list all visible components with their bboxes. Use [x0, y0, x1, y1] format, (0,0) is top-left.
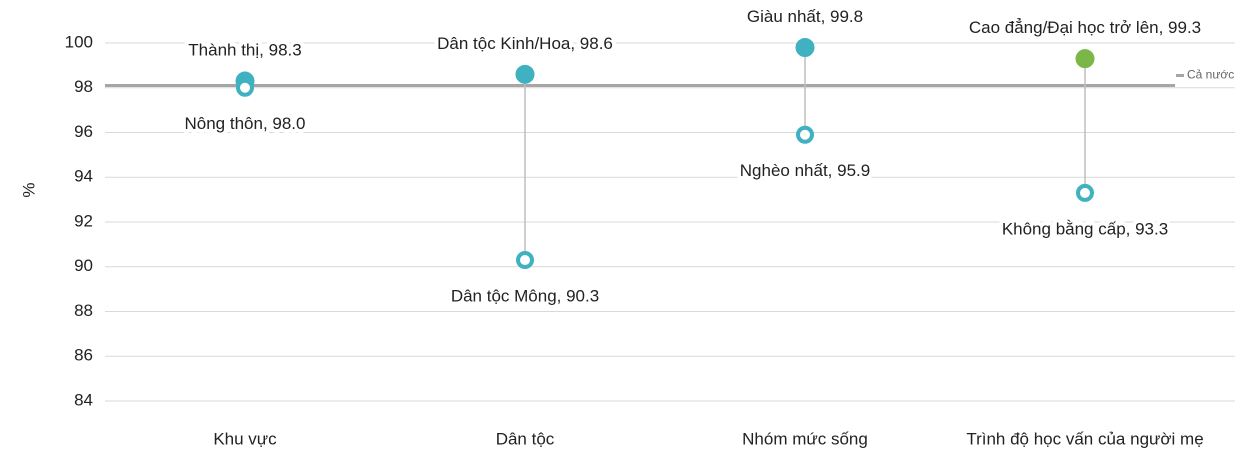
y-tick-label: 84	[74, 390, 93, 409]
point	[1075, 49, 1095, 69]
data-label: Cao đẳng/Đại học trở lên, 99.3	[969, 18, 1201, 37]
point	[795, 37, 815, 57]
y-tick-label: 86	[74, 346, 93, 365]
point	[516, 251, 534, 270]
point	[515, 64, 535, 84]
data-label: Không bằng cấp, 93.3	[1002, 219, 1168, 238]
y-axis-label: %	[19, 182, 38, 197]
data-label: Nông thôn, 98.0	[185, 114, 306, 133]
data-label: Dân tộc Mông, 90.3	[451, 287, 599, 306]
y-tick-label: 92	[74, 211, 93, 230]
y-tick-label: 88	[74, 301, 93, 320]
x-tick-label: Khu vực	[213, 429, 277, 448]
legend-label: Cả nước	[1187, 68, 1234, 82]
point	[796, 125, 814, 144]
data-label: Dân tộc Kinh/Hoa, 98.6	[437, 34, 613, 53]
x-tick-label: Trình độ học vấn của người mẹ	[966, 429, 1203, 448]
data-label: Giàu nhất, 99.8	[747, 7, 863, 26]
x-tick-label: Dân tộc	[496, 429, 555, 448]
data-label: Thành thị, 98.3	[188, 41, 301, 60]
data-label: Nghèo nhất, 95.9	[740, 161, 870, 180]
point	[236, 78, 254, 97]
y-tick-label: 98	[74, 77, 93, 96]
y-tick-label: 90	[74, 256, 93, 275]
y-tick-label: 100	[65, 32, 93, 51]
point	[1076, 183, 1094, 202]
y-tick-label: 94	[74, 167, 93, 186]
y-tick-label: 96	[74, 122, 93, 141]
x-tick-label: Nhóm mức sống	[742, 429, 868, 448]
